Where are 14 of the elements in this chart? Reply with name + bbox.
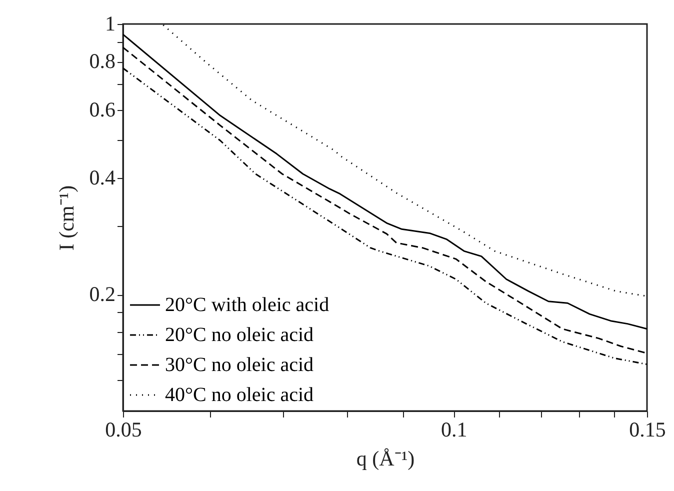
legend-label: 20°C with oleic acid [165,294,330,316]
y-tick-label: 0.2 [89,282,116,306]
x-axis-title: q (Å⁻¹) [356,446,415,470]
y-tick-label: 1 [105,12,116,36]
x-tick-label: 0.15 [629,418,666,442]
legend-label: 30°C no oleic acid [165,354,314,376]
legend-label: 40°C no oleic acid [165,384,314,406]
y-tick-label: 0.6 [89,97,116,122]
x-tick-label: 0.1 [440,418,468,442]
y-axis-title: I (cm⁻¹) [54,185,78,251]
x-tick-label: 0.05 [105,418,142,442]
y-tick-label: 0.4 [89,166,116,190]
legend-label: 20°C no oleic acid [165,324,314,346]
y-tick-label: 0.8 [89,49,116,74]
